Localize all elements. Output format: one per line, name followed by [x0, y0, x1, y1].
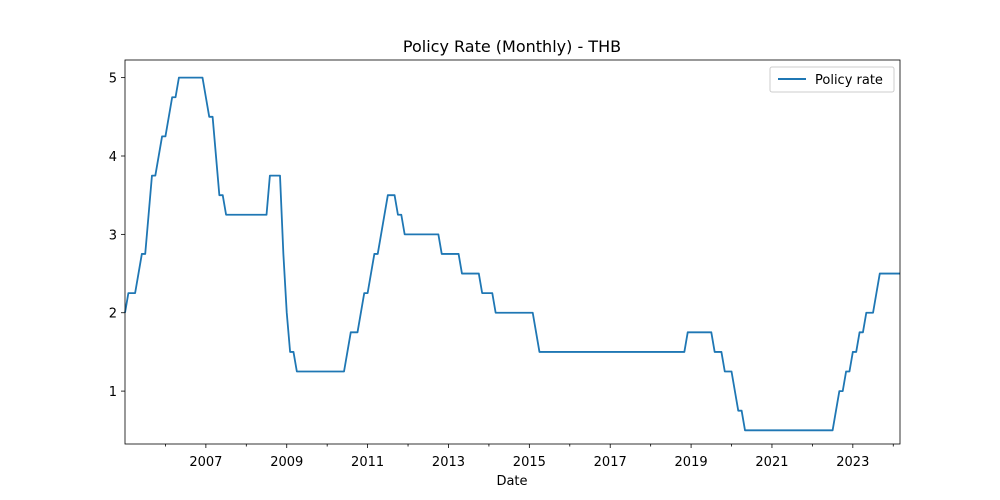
x-tick-label: 2011: [351, 455, 384, 470]
x-tick-label: 2009: [270, 455, 303, 470]
plot-area: 2007 2009 2011 2013 2015 2017 2019 2021 2023 1 2 3 4…: [109, 59, 901, 470]
x-tick-label: 2015: [513, 455, 546, 470]
axes-frame: [124, 59, 901, 445]
x-axis-title: Date: [496, 474, 527, 489]
series-line: [124, 76, 900, 432]
y-tick-label: 4: [109, 150, 117, 165]
legend-label: Policy rate: [815, 73, 883, 88]
x-tick-label: 2023: [836, 455, 869, 470]
legend-box: [769, 66, 895, 93]
y-tick-label: 5: [109, 72, 117, 87]
y-tick-label: 2: [109, 307, 117, 322]
y-tick-label: 3: [109, 228, 117, 243]
x-tick-label: 2013: [432, 455, 465, 470]
legend: Policy rate: [769, 66, 895, 93]
x-tick-label: 2017: [594, 455, 627, 470]
chart-title: Policy Rate (Monthly) - THB: [403, 37, 621, 56]
y-tick-label: 1: [109, 385, 117, 400]
x-tick-label: 2007: [189, 455, 222, 470]
x-tick-label: 2019: [675, 455, 708, 470]
x-tick-label: 2021: [755, 455, 788, 470]
